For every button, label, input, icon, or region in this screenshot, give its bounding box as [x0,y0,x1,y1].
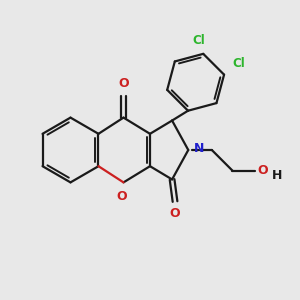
Text: Cl: Cl [232,57,245,70]
Text: O: O [117,190,127,203]
Text: N: N [194,142,204,155]
Text: Cl: Cl [193,34,205,47]
Text: H: H [272,169,282,182]
Text: O: O [257,164,268,177]
Text: O: O [170,207,180,220]
Text: O: O [118,77,129,90]
